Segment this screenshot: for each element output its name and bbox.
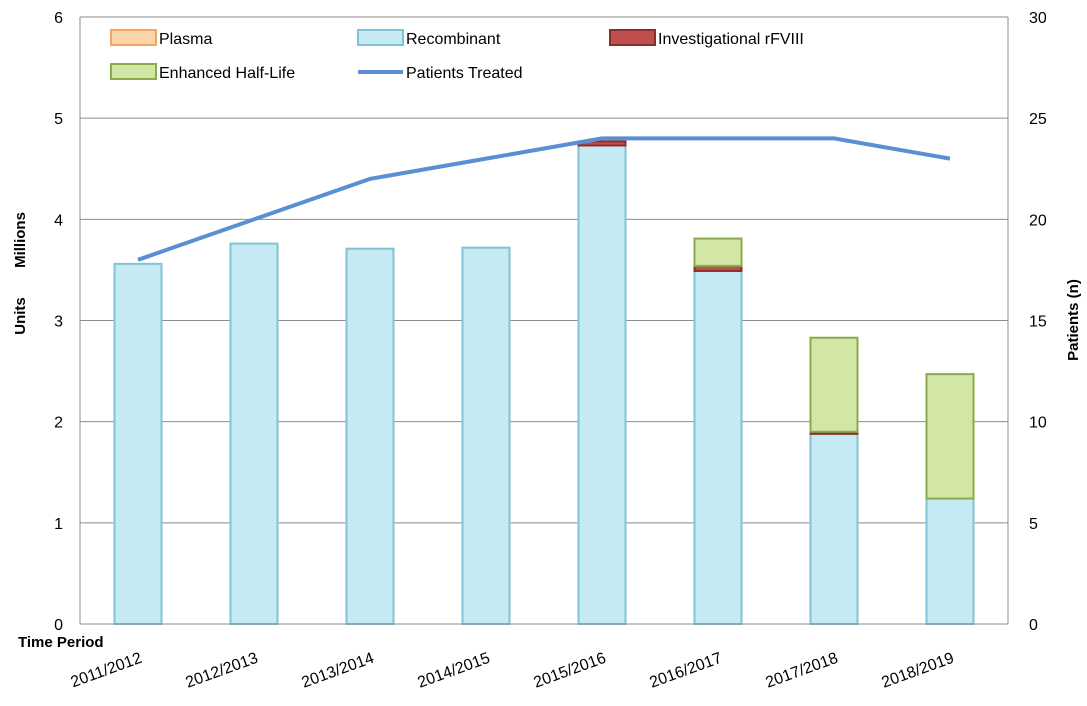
bars <box>113 140 975 626</box>
y2-axis-title: Patients (n) <box>1065 279 1082 361</box>
bar-recombinant <box>809 432 859 625</box>
x-tick-label: 2015/2016 <box>531 650 608 692</box>
legend-swatch-enhanced-half-life <box>110 63 157 80</box>
y-tick-label: 2 <box>54 415 63 432</box>
legend-label-recombinant: Recombinant <box>406 31 501 48</box>
x-tick-label: 2016/2017 <box>647 650 724 692</box>
x-tick-label: 2013/2014 <box>299 650 376 692</box>
x-axis-title: Time Period <box>18 634 104 651</box>
x-tick-label: 2011/2012 <box>69 650 145 691</box>
y-tick-label: 0 <box>54 617 63 634</box>
x-axis-ticks: 2011/2012 2012/2013 2013/2014 2014/2015 2015… <box>69 650 957 692</box>
y2-tick-label: 5 <box>1029 516 1038 533</box>
bar-enhanced-half-life <box>693 237 743 267</box>
y2-tick-label: 25 <box>1029 111 1047 128</box>
x-tick-label: 2012/2013 <box>183 650 260 692</box>
x-tick-label: 2017/2018 <box>763 650 840 692</box>
bar-recombinant <box>693 269 743 625</box>
y2-tick-label: 30 <box>1029 10 1047 27</box>
bar-enhanced-half-life <box>809 336 859 433</box>
legend-label-patients-treated: Patients Treated <box>406 65 523 82</box>
y2-tick-label: 20 <box>1029 212 1047 229</box>
bar-recombinant <box>113 262 163 625</box>
line-series <box>137 136 951 262</box>
legend-label-investigational-rfviii: Investigational rFVIII <box>658 31 804 48</box>
y-tick-label: 5 <box>54 111 63 128</box>
bar-recombinant <box>925 497 975 626</box>
bar-recombinant <box>229 242 279 625</box>
bar-recombinant <box>345 247 395 625</box>
y-tick-label: 4 <box>54 212 63 229</box>
y2-tick-label: 0 <box>1029 617 1038 634</box>
legend-swatch-investigational-rfviii <box>609 29 656 46</box>
bar-recombinant <box>577 144 627 626</box>
line-patients-treated <box>137 136 951 262</box>
legend-swatch-plasma <box>110 29 157 46</box>
y-tick-label: 1 <box>54 516 63 533</box>
x-tick-label: 2014/2015 <box>415 650 492 692</box>
y2-axis-ticks: 0 5 10 15 20 25 30 <box>1029 10 1047 634</box>
legend-swatch-recombinant <box>357 29 404 46</box>
axes <box>79 17 1009 625</box>
y2-tick-label: 15 <box>1029 314 1047 331</box>
bar-recombinant <box>461 246 511 625</box>
legend-label-enhanced-half-life: Enhanced Half-Life <box>159 65 295 82</box>
y-axis-title-units: Units <box>12 297 29 335</box>
gridlines <box>80 16 1008 625</box>
y-tick-label: 6 <box>54 10 63 27</box>
bar-enhanced-half-life <box>925 373 975 500</box>
y-axis-ticks: 0 1 2 3 4 5 6 <box>54 10 63 634</box>
y-tick-label: 3 <box>54 314 63 331</box>
legend: Plasma Recombinant Investigational rFVIII E… <box>110 29 804 82</box>
y-axis-title-millions: Millions <box>12 212 29 268</box>
x-tick-label: 2018/2019 <box>879 650 956 692</box>
legend-label-plasma: Plasma <box>159 31 212 48</box>
y2-tick-label: 10 <box>1029 415 1047 432</box>
